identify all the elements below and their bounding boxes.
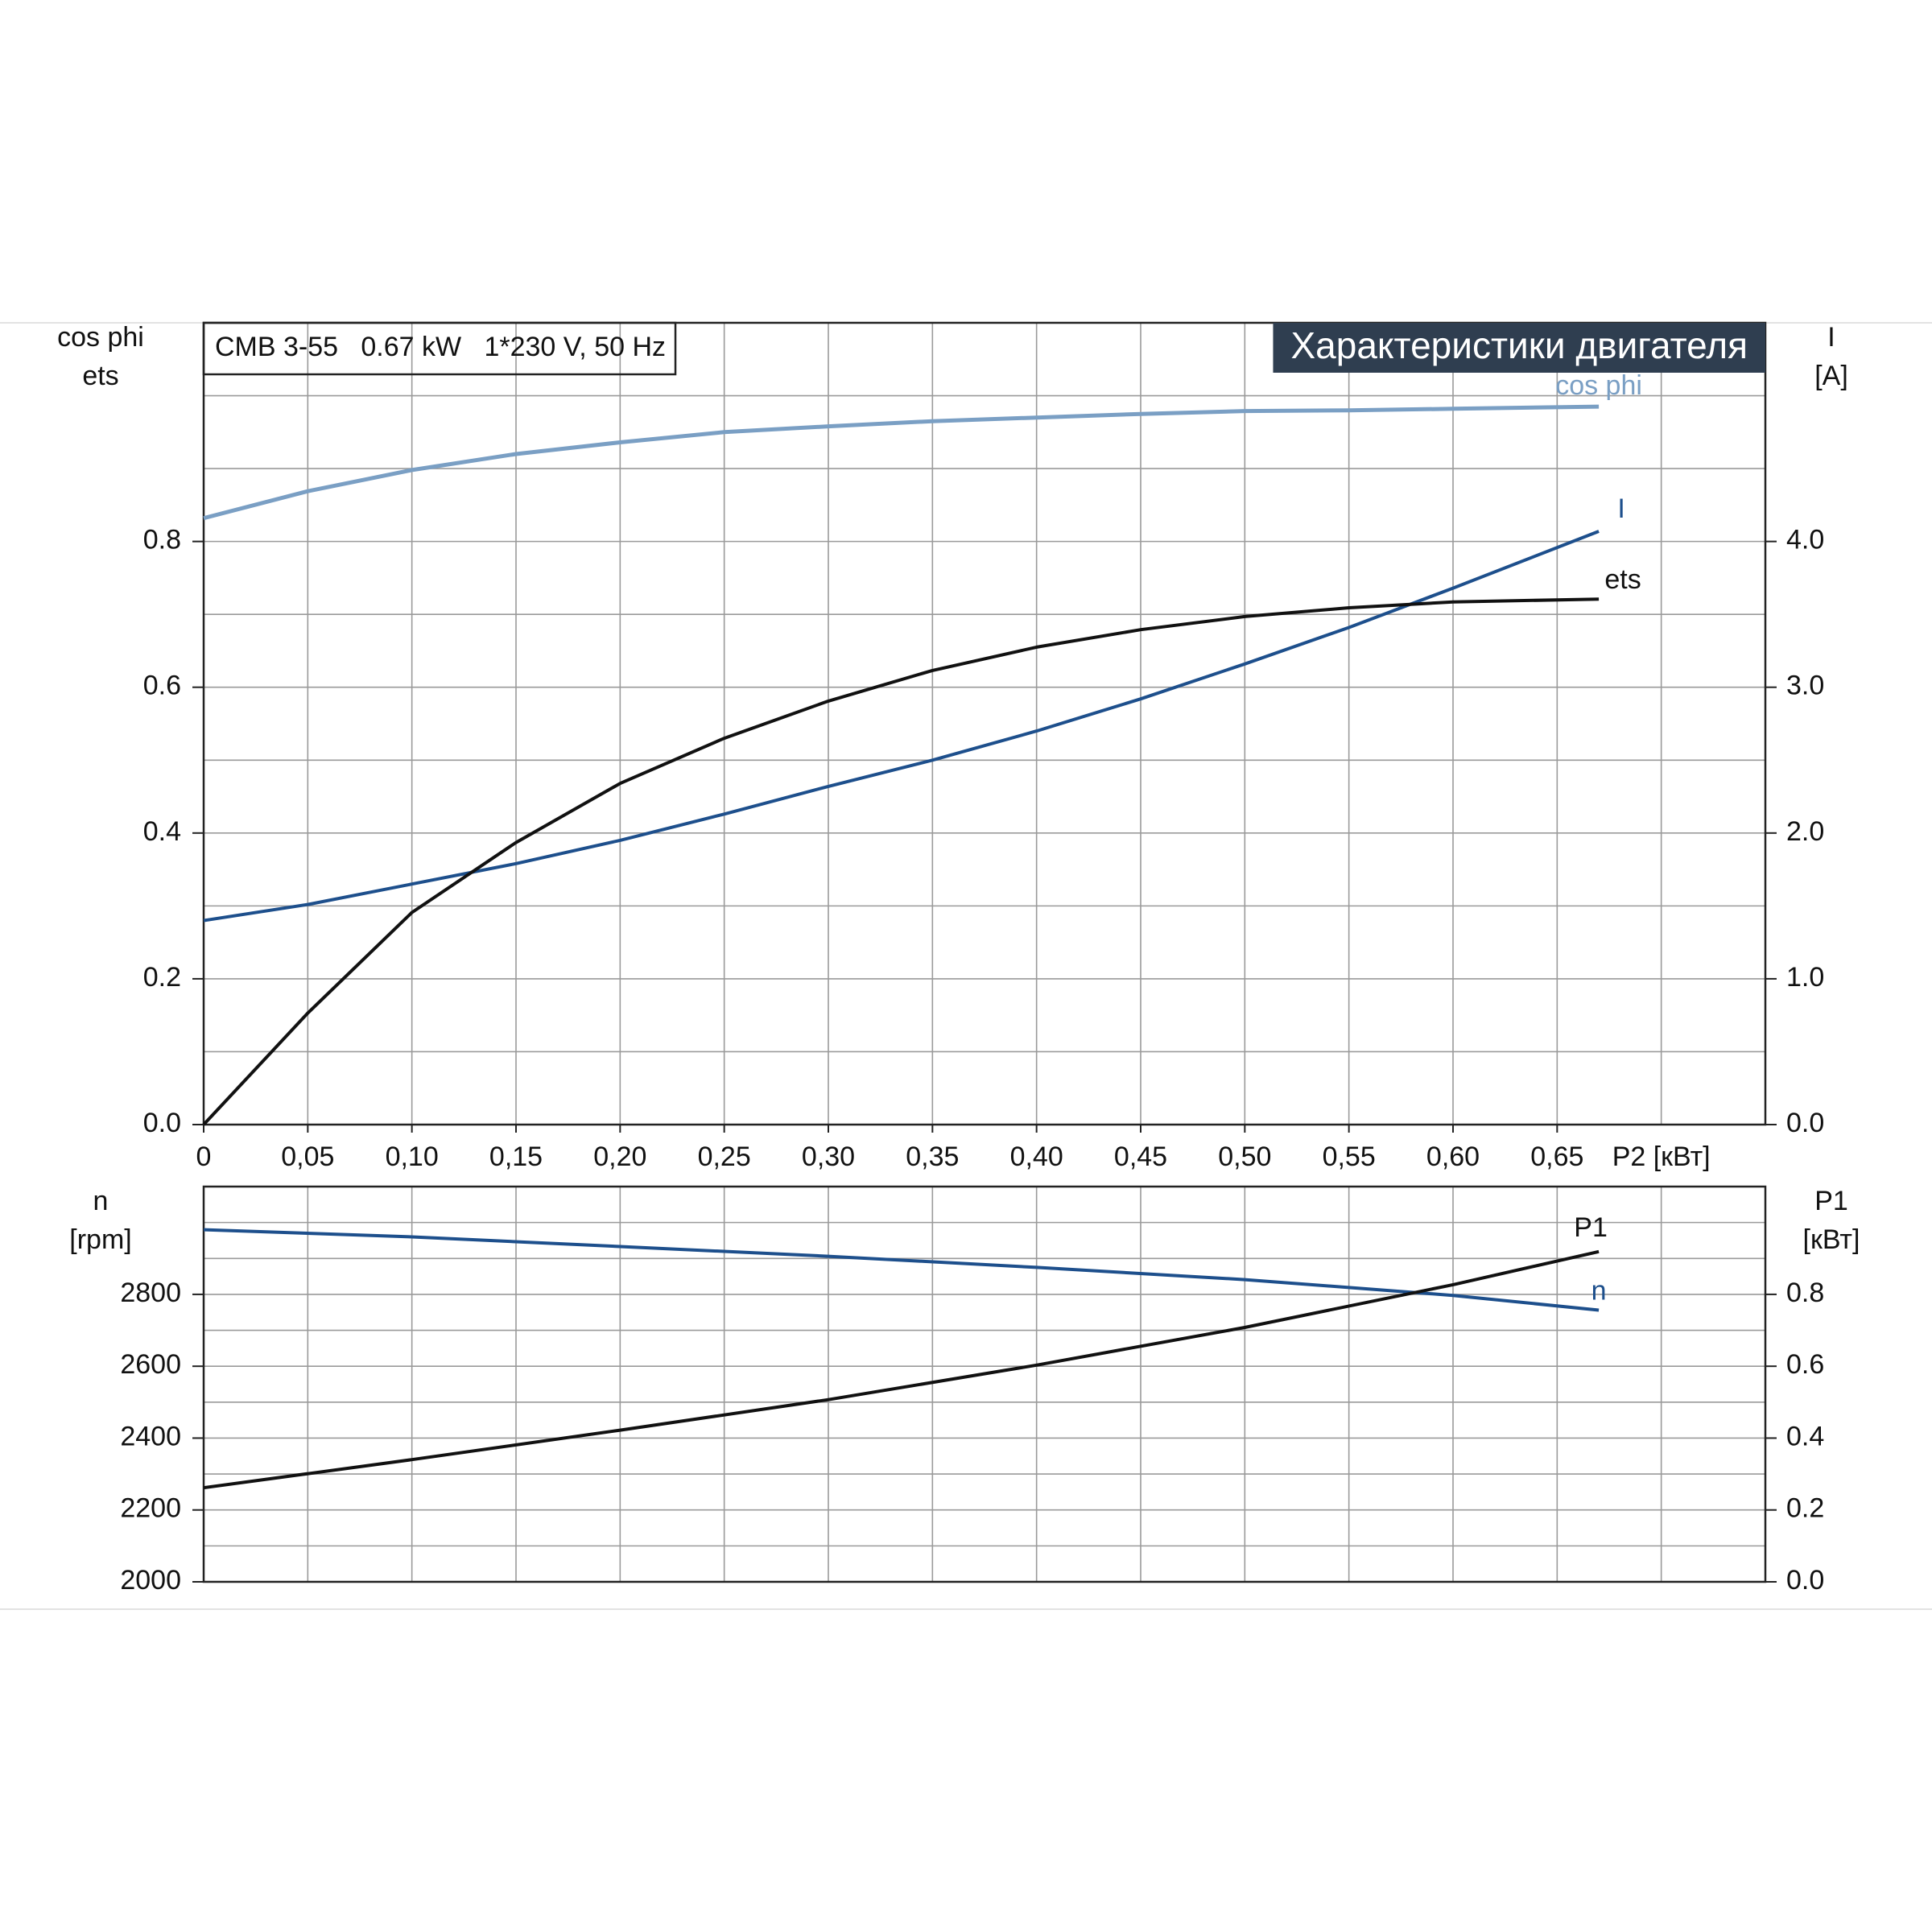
y-tick-label: 2400	[120, 1421, 181, 1451]
y2-tick-label: 4.0	[1786, 525, 1824, 555]
x-tick-label: 0,05	[281, 1141, 334, 1172]
series-line	[203, 404, 1600, 521]
y-tick-label: 0.0	[143, 1108, 181, 1138]
x-tick-label: 0,55	[1323, 1141, 1376, 1172]
y2-tick-label: 0.2	[1786, 1493, 1824, 1524]
y-axis-label: cos phi	[57, 322, 144, 353]
header: Характеристики двигателя	[1273, 323, 1765, 373]
y-tick-label: 0.8	[143, 525, 181, 555]
x-tick-label: 0,45	[1114, 1141, 1167, 1172]
series-label: I	[1617, 493, 1624, 524]
y-tick-label: 2600	[120, 1349, 181, 1380]
x-tick-label: 0,30	[802, 1141, 855, 1172]
x-tick-label: 0,15	[489, 1141, 543, 1172]
y-axis-label: ets	[82, 361, 118, 391]
y2-axis-label: [A]	[1814, 361, 1848, 391]
series-label: cos phi	[1555, 370, 1642, 401]
x-tick-label: 0,40	[1010, 1141, 1063, 1172]
x-tick-label: 0,25	[698, 1141, 751, 1172]
x-tick-label: 0,60	[1426, 1141, 1480, 1172]
y2-tick-label: 0.0	[1786, 1565, 1824, 1596]
series-line	[202, 597, 1600, 1126]
series-label: n	[1591, 1276, 1607, 1307]
x-tick-label: 0,50	[1218, 1141, 1271, 1172]
y2-axis-label: P1	[1814, 1186, 1848, 1216]
y2-tick-label: 3.0	[1786, 671, 1824, 701]
y-tick-label: 2200	[120, 1493, 181, 1524]
y2-tick-label: 2.0	[1786, 816, 1824, 847]
y-tick-label: 0.6	[143, 671, 181, 701]
x-tick-label: 0,20	[593, 1141, 646, 1172]
chart-title: CMB 3-55 0.67 kW 1*230 V, 50 Hz	[215, 332, 666, 362]
y2-axis-label: I	[1827, 322, 1835, 353]
y-tick-label: 2000	[120, 1565, 181, 1596]
y2-tick-label: 0.4	[1786, 1421, 1824, 1451]
y-axis-label: [rpm]	[69, 1224, 131, 1255]
header-text: Характеристики двигателя	[1290, 324, 1748, 366]
header-box	[1273, 323, 1765, 373]
x-tick-label: 0	[196, 1141, 212, 1172]
title-box	[202, 321, 677, 376]
x-axis-label: P2 [кВт]	[1612, 1141, 1711, 1172]
series-line	[203, 1249, 1600, 1490]
y2-tick-label: 0.6	[1786, 1349, 1824, 1380]
series-label: P1	[1574, 1212, 1608, 1243]
y-axis-label: n	[93, 1186, 109, 1216]
y2-tick-label: 1.0	[1786, 962, 1824, 993]
x-tick-label: 0,10	[386, 1141, 439, 1172]
series-label: ets	[1604, 564, 1641, 595]
plot-frame	[202, 321, 1767, 1126]
y2-axis-label: [кВт]	[1803, 1224, 1860, 1255]
y-tick-label: 0.2	[143, 962, 181, 993]
y2-tick-label: 0.0	[1786, 1108, 1824, 1138]
x-tick-label: 0,35	[906, 1141, 959, 1172]
plot-frame	[202, 1185, 1767, 1583]
x-tick-label: 0,65	[1530, 1141, 1583, 1172]
y-tick-label: 0.4	[143, 816, 181, 847]
series-line	[203, 530, 1600, 923]
y2-tick-label: 0.8	[1786, 1278, 1824, 1308]
y-tick-label: 2800	[120, 1278, 181, 1308]
